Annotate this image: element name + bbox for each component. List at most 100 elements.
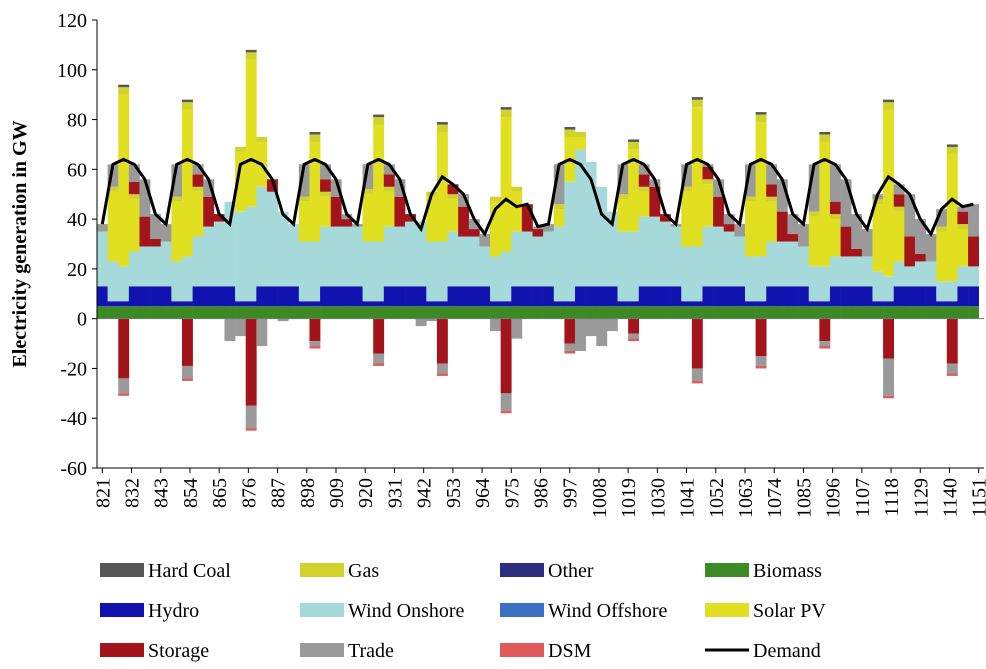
- bar-segment: [755, 365, 767, 369]
- bar-segment: [829, 306, 841, 319]
- bar-segment: [638, 191, 650, 217]
- bar-segment: [628, 139, 640, 142]
- bar-segment: [139, 216, 151, 247]
- bar-segment: [787, 306, 799, 319]
- bar-segment: [511, 306, 523, 319]
- bar-segment: [691, 99, 703, 108]
- bar-segment: [819, 132, 831, 135]
- bar-segment: [266, 179, 278, 192]
- bar-segment: [383, 191, 395, 227]
- bar-segment: [500, 306, 512, 319]
- y-tick-label: -40: [60, 408, 87, 430]
- bar-segment: [755, 256, 767, 302]
- bar-segment: [309, 318, 321, 342]
- bar-segment: [670, 286, 682, 307]
- bar-segment: [479, 246, 491, 287]
- bar-segment: [596, 186, 608, 287]
- bar-segment: [118, 84, 130, 88]
- x-tick-label: 821: [92, 478, 114, 508]
- bar-segment: [755, 112, 767, 115]
- bar-segment: [500, 117, 512, 252]
- bar-segment: [224, 286, 236, 307]
- bar-segment: [766, 201, 778, 242]
- x-tick-label: 931: [384, 478, 406, 508]
- legend-label: Wind Onshore: [348, 600, 465, 622]
- bar-segment: [320, 286, 332, 307]
- bar-segment: [341, 306, 353, 319]
- bar-segment: [681, 301, 693, 307]
- bar-segment: [490, 318, 501, 332]
- bar-segment: [245, 405, 257, 429]
- bar-segment: [351, 286, 363, 307]
- bar-segment: [798, 306, 810, 319]
- x-tick-label: 1063: [735, 478, 757, 518]
- bar-segment: [681, 164, 693, 187]
- legend-label: Hydro: [148, 600, 199, 622]
- bar-segment: [532, 229, 544, 237]
- bar-segment: [957, 266, 969, 287]
- bar-segment: [490, 301, 501, 307]
- bar-segment: [787, 241, 799, 287]
- bar-segment: [426, 301, 438, 307]
- bar-segment: [564, 343, 576, 352]
- bar-segment: [628, 338, 640, 342]
- bar-segment: [946, 301, 958, 307]
- bar-segment: [744, 256, 756, 302]
- bar-segment: [755, 301, 767, 307]
- bar-segment: [713, 286, 725, 307]
- bar-segment: [564, 301, 576, 307]
- bar-segment: [128, 164, 140, 182]
- bar-segment: [702, 306, 714, 319]
- bar-segment: [617, 164, 629, 195]
- bar-segment: [691, 107, 703, 247]
- legend-label: Hard Coal: [148, 560, 231, 582]
- y-tick-label: -20: [60, 358, 87, 380]
- bar-segment: [256, 286, 268, 307]
- bar-segment: [362, 194, 374, 242]
- bar-segment: [936, 209, 948, 227]
- bar-segment: [819, 266, 831, 302]
- bar-segment: [755, 318, 767, 356]
- x-tick-label: 1140: [939, 478, 961, 517]
- bar-segment: [436, 122, 448, 125]
- bar-segment: [543, 286, 555, 307]
- bar-segment: [213, 306, 225, 319]
- bar-segment: [776, 306, 788, 319]
- bar-segment: [511, 191, 523, 232]
- bar-segment: [883, 318, 895, 359]
- bar-segment: [787, 214, 799, 235]
- bar-segment: [957, 306, 969, 319]
- bar-segment: [776, 241, 788, 287]
- bar-segment: [351, 306, 363, 319]
- bar-segment: [734, 306, 746, 319]
- bar-segment: [585, 306, 597, 319]
- bar-segment: [628, 306, 640, 319]
- bar-segment: [341, 286, 353, 307]
- bar-segment: [266, 306, 278, 319]
- x-tick-label: 876: [238, 478, 260, 508]
- bar-segment: [256, 318, 268, 347]
- bar-segment: [97, 306, 108, 319]
- bar-segment: [511, 318, 523, 339]
- bar-segment: [192, 174, 204, 187]
- bar-segment: [181, 99, 193, 103]
- bar-segment: [575, 149, 586, 287]
- bar-segment: [808, 301, 820, 307]
- bar-segment: [819, 141, 831, 267]
- bar-segment: [383, 226, 395, 287]
- bar-segment: [851, 214, 863, 249]
- bar-segment: [946, 373, 958, 376]
- x-tick-label: 942: [414, 478, 436, 508]
- bar-segment: [681, 186, 693, 192]
- bar-segment: [660, 306, 671, 319]
- bar-segment: [851, 306, 863, 319]
- bar-segment: [861, 306, 873, 319]
- bar-segment: [755, 122, 767, 257]
- bar-segment: [904, 286, 916, 307]
- bar-segment: [394, 196, 406, 227]
- bar-segment: [564, 351, 576, 354]
- bar-segment: [224, 201, 236, 287]
- bar-segment: [628, 149, 640, 232]
- bar-segment: [670, 226, 682, 287]
